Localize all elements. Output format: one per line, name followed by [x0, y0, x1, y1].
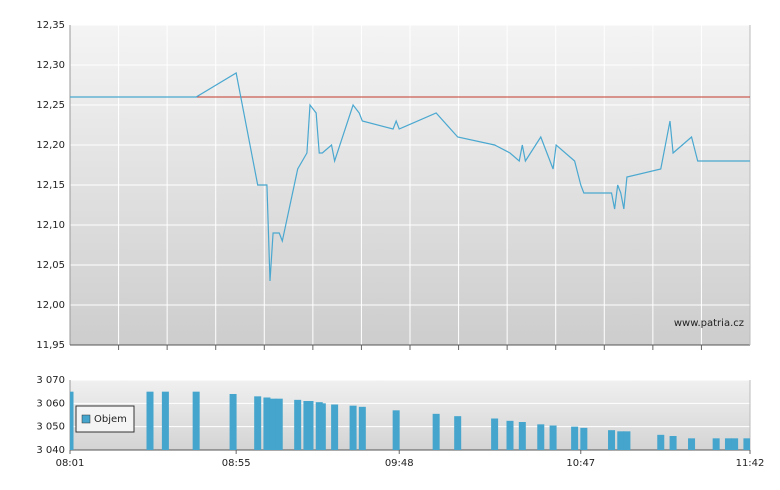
volume-bar	[731, 438, 739, 450]
y-tick-label: 12,05	[36, 260, 65, 271]
volume-bar	[229, 394, 237, 450]
volume-bar	[275, 398, 283, 450]
x-tick-label: 08:55	[222, 458, 251, 469]
y-tick-label: 12,00	[36, 300, 65, 311]
volume-bar	[608, 430, 616, 450]
legend-label: Objem	[94, 414, 127, 425]
volume-bar	[331, 404, 339, 450]
volume-bar	[349, 405, 357, 450]
y-tick-label: 3 050	[36, 422, 65, 433]
y-tick-label: 3 060	[36, 398, 65, 409]
volume-bar	[70, 391, 74, 450]
volume-bar	[318, 403, 326, 450]
x-tick-label: 09:48	[385, 458, 414, 469]
volume-bar	[161, 391, 169, 450]
x-tick-label: 11:42	[736, 458, 765, 469]
volume-bar	[294, 399, 302, 450]
y-tick-label: 12,15	[36, 180, 65, 191]
volume-bar	[506, 420, 514, 450]
y-tick-label: 12,10	[36, 220, 65, 231]
y-tick-label: 3 070	[36, 375, 65, 386]
volume-bar	[254, 396, 262, 450]
volume-bar	[580, 427, 588, 450]
volume-bar	[743, 438, 750, 450]
volume-bar	[306, 401, 314, 450]
volume-bar	[518, 422, 526, 450]
y-tick-label: 12,25	[36, 100, 65, 111]
volume-bar	[263, 397, 271, 450]
watermark: www.patria.cz	[674, 318, 744, 329]
y-tick-label: 12,35	[36, 20, 65, 31]
volume-bar	[454, 416, 462, 450]
x-tick-label: 10:47	[566, 458, 595, 469]
volume-bar	[712, 438, 720, 450]
volume-bar	[571, 426, 579, 450]
x-tick-label: 08:01	[56, 458, 85, 469]
volume-bar	[623, 431, 631, 450]
volume-bar	[724, 438, 732, 450]
volume-bar	[537, 424, 545, 450]
y-tick-label: 3 040	[36, 445, 65, 456]
legend-swatch	[81, 414, 91, 424]
volume-bar	[269, 398, 277, 450]
volume-bar	[657, 434, 665, 450]
price-line	[70, 72, 750, 282]
volume-bar	[669, 436, 677, 450]
volume-bar	[146, 391, 154, 450]
volume-bar	[358, 406, 366, 450]
volume-bar	[617, 431, 625, 450]
volume-bar	[192, 391, 200, 450]
volume-bar	[392, 410, 400, 450]
volume-bar	[432, 413, 440, 450]
y-tick-label: 12,20	[36, 140, 65, 151]
plot-bg	[70, 380, 750, 450]
y-tick-label: 12,30	[36, 60, 65, 71]
volume-bar	[491, 418, 499, 450]
volume-bar	[549, 425, 557, 450]
volume-bar	[688, 438, 696, 450]
y-tick-label: 11,95	[36, 340, 65, 351]
